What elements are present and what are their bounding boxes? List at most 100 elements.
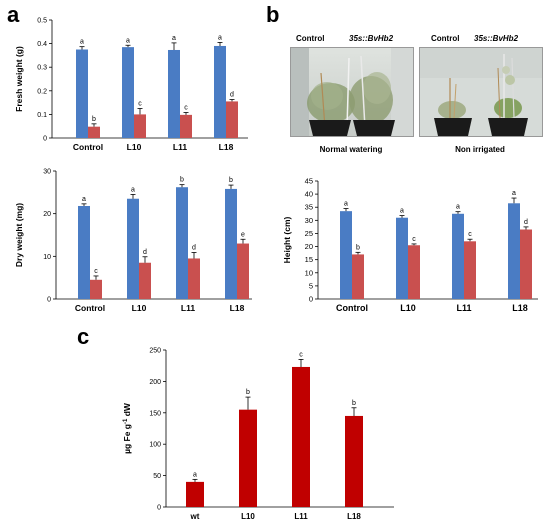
- y-tick-label: 30: [305, 216, 313, 225]
- significance-letter: b: [352, 400, 356, 407]
- y-tick-label: 40: [305, 190, 313, 199]
- significance-letter: a: [400, 208, 404, 215]
- significance-letter: a: [80, 39, 84, 46]
- bar: [78, 205, 90, 299]
- significance-letter: d: [192, 244, 196, 251]
- significance-letter: c: [184, 105, 188, 112]
- bar: [168, 49, 180, 138]
- photo-normal-watering: [290, 47, 414, 137]
- y-tick-label: 250: [149, 348, 161, 355]
- significance-letter: b: [246, 389, 250, 396]
- bar: [452, 213, 464, 299]
- y-axis-label: Fresh weight (g): [14, 46, 24, 112]
- bar: [76, 49, 88, 138]
- panel-letter-c: c: [77, 324, 90, 349]
- photo-non-irrigated: [419, 47, 543, 137]
- bar: [225, 188, 237, 299]
- significance-letter: b: [92, 116, 96, 123]
- significance-letter: a: [456, 204, 460, 211]
- bar: [340, 211, 352, 299]
- x-category-label: L11: [173, 142, 187, 152]
- y-tick-label: 100: [149, 442, 161, 449]
- significance-letter: a: [193, 471, 197, 478]
- y-tick-label: 10: [305, 268, 313, 277]
- y-tick-label: 10: [43, 254, 51, 261]
- plants-normal-watering-picture: [291, 48, 413, 136]
- significance-letter: a: [131, 186, 135, 193]
- significance-letter: a: [126, 37, 130, 44]
- y-tick-label: 50: [153, 473, 161, 480]
- y-axis-label: Dry weight (mg): [14, 203, 24, 267]
- x-category-label: L18: [219, 142, 234, 152]
- y-tick-label: 15: [305, 255, 313, 264]
- y-axis-label: µg Fe g-1 dW: [122, 402, 132, 454]
- x-category-label: L11: [181, 303, 195, 313]
- x-category-label: Control: [336, 303, 368, 313]
- significance-letter: a: [344, 201, 348, 208]
- x-category-label: L18: [512, 303, 528, 313]
- significance-letter: c: [94, 268, 98, 275]
- photo-left-label-control: Control: [296, 34, 325, 43]
- bar: [186, 481, 204, 507]
- y-tick-label: 0.5: [37, 18, 47, 25]
- bar: [508, 203, 520, 299]
- y-tick-label: 200: [149, 379, 161, 386]
- x-category-label: L10: [400, 303, 416, 313]
- y-tick-label: 20: [43, 211, 51, 218]
- x-category-label: L10: [241, 512, 255, 521]
- bar: [408, 245, 420, 299]
- bar: [180, 114, 192, 138]
- x-category-label: Control: [75, 303, 105, 313]
- bar: [464, 241, 476, 299]
- x-category-label: L10: [127, 142, 142, 152]
- y-tick-label: 45: [305, 177, 313, 186]
- y-tick-label: 0: [43, 136, 47, 143]
- y-tick-label: 5: [309, 281, 313, 290]
- y-tick-label: 0: [309, 295, 313, 304]
- x-category-label: L18: [347, 512, 361, 521]
- x-category-label: wt: [190, 512, 200, 521]
- significance-letter: d: [143, 249, 147, 256]
- panel-letter-b: b: [266, 2, 280, 27]
- bar: [176, 187, 188, 299]
- bar: [139, 262, 151, 299]
- caption-non-irrigated: Non irrigated: [455, 145, 505, 154]
- bar: [122, 47, 134, 138]
- y-tick-label: 20: [305, 242, 313, 251]
- y-tick-label: 25: [305, 229, 313, 238]
- bar: [127, 198, 139, 299]
- significance-letter: a: [218, 34, 222, 41]
- bar: [396, 217, 408, 299]
- significance-letter: c: [468, 231, 472, 238]
- y-tick-label: 0.2: [37, 88, 47, 95]
- plants-non-irrigated-picture: [420, 48, 542, 136]
- significance-letter: c: [412, 236, 416, 243]
- bar: [226, 101, 238, 138]
- bar: [134, 114, 146, 138]
- x-category-label: Control: [73, 142, 103, 152]
- y-tick-label: 0.1: [37, 112, 47, 119]
- photo-right-label-transgenic: 35s::BvHb2: [474, 34, 519, 43]
- bar: [214, 45, 226, 138]
- x-category-label: L11: [294, 512, 308, 521]
- y-tick-label: 0: [157, 505, 161, 512]
- significance-letter: a: [82, 196, 86, 203]
- significance-letter: d: [524, 219, 528, 226]
- y-tick-label: 0.3: [37, 65, 47, 72]
- x-category-label: L11: [456, 303, 471, 313]
- significance-letter: d: [230, 92, 234, 99]
- significance-letter: a: [172, 35, 176, 42]
- photo-right-label-control: Control: [431, 34, 460, 43]
- bar: [90, 279, 102, 299]
- significance-letter: b: [229, 177, 233, 184]
- significance-letter: c: [299, 351, 303, 358]
- x-category-label: L10: [132, 303, 147, 313]
- y-tick-label: 30: [43, 169, 51, 176]
- bar: [188, 258, 200, 299]
- significance-letter: c: [138, 101, 142, 108]
- significance-letter: e: [241, 231, 245, 238]
- significance-letter: b: [356, 244, 360, 251]
